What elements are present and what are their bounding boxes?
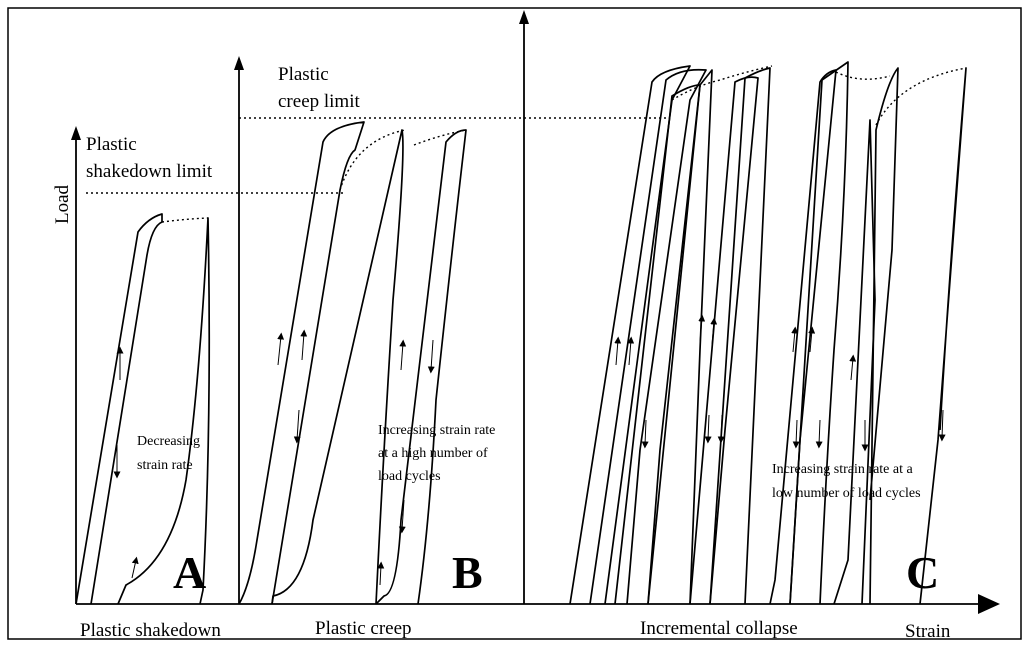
creep-limit-label-1: Plastic [278,64,329,85]
direction-arrows [113,314,946,586]
region-a-note-1: Decreasing [137,434,200,449]
region-a-name: Plastic shakedown [80,620,221,641]
region-c-note-2: low number of load cycles [772,486,921,501]
creep-limit-label-2: creep limit [278,91,360,112]
region-c-letter: C [906,547,939,598]
region-b-note-3: load cycles [378,469,441,484]
y-axis-label: Load [52,184,73,224]
region-a-curves [75,213,211,605]
region-c-note-1: Increasing strain rate at a [772,462,913,477]
y-axis-c-arrowhead [519,10,529,24]
shakedown-limit-label-2: shakedown limit [86,161,213,182]
x-axis-label: Strain [905,621,951,642]
region-c-curves [569,61,967,605]
figure-frame [7,7,1022,640]
region-c-name: Incremental collapse [640,618,798,639]
region-b-name: Plastic creep [315,618,412,639]
region-b-letter: B [452,547,483,598]
region-b-note-2: at a high number of [378,446,488,461]
region-a-letter: A [173,547,206,598]
region-b-curves [238,121,467,605]
y-axis-a-arrowhead [71,126,81,140]
region-b-note-1: Increasing strain rate [378,423,495,438]
shakedown-limit-label-1: Plastic [86,134,137,155]
x-axis-arrowhead [978,594,1000,614]
region-a-note-2: strain rate [137,458,193,473]
y-axis-b-arrowhead [234,56,244,70]
